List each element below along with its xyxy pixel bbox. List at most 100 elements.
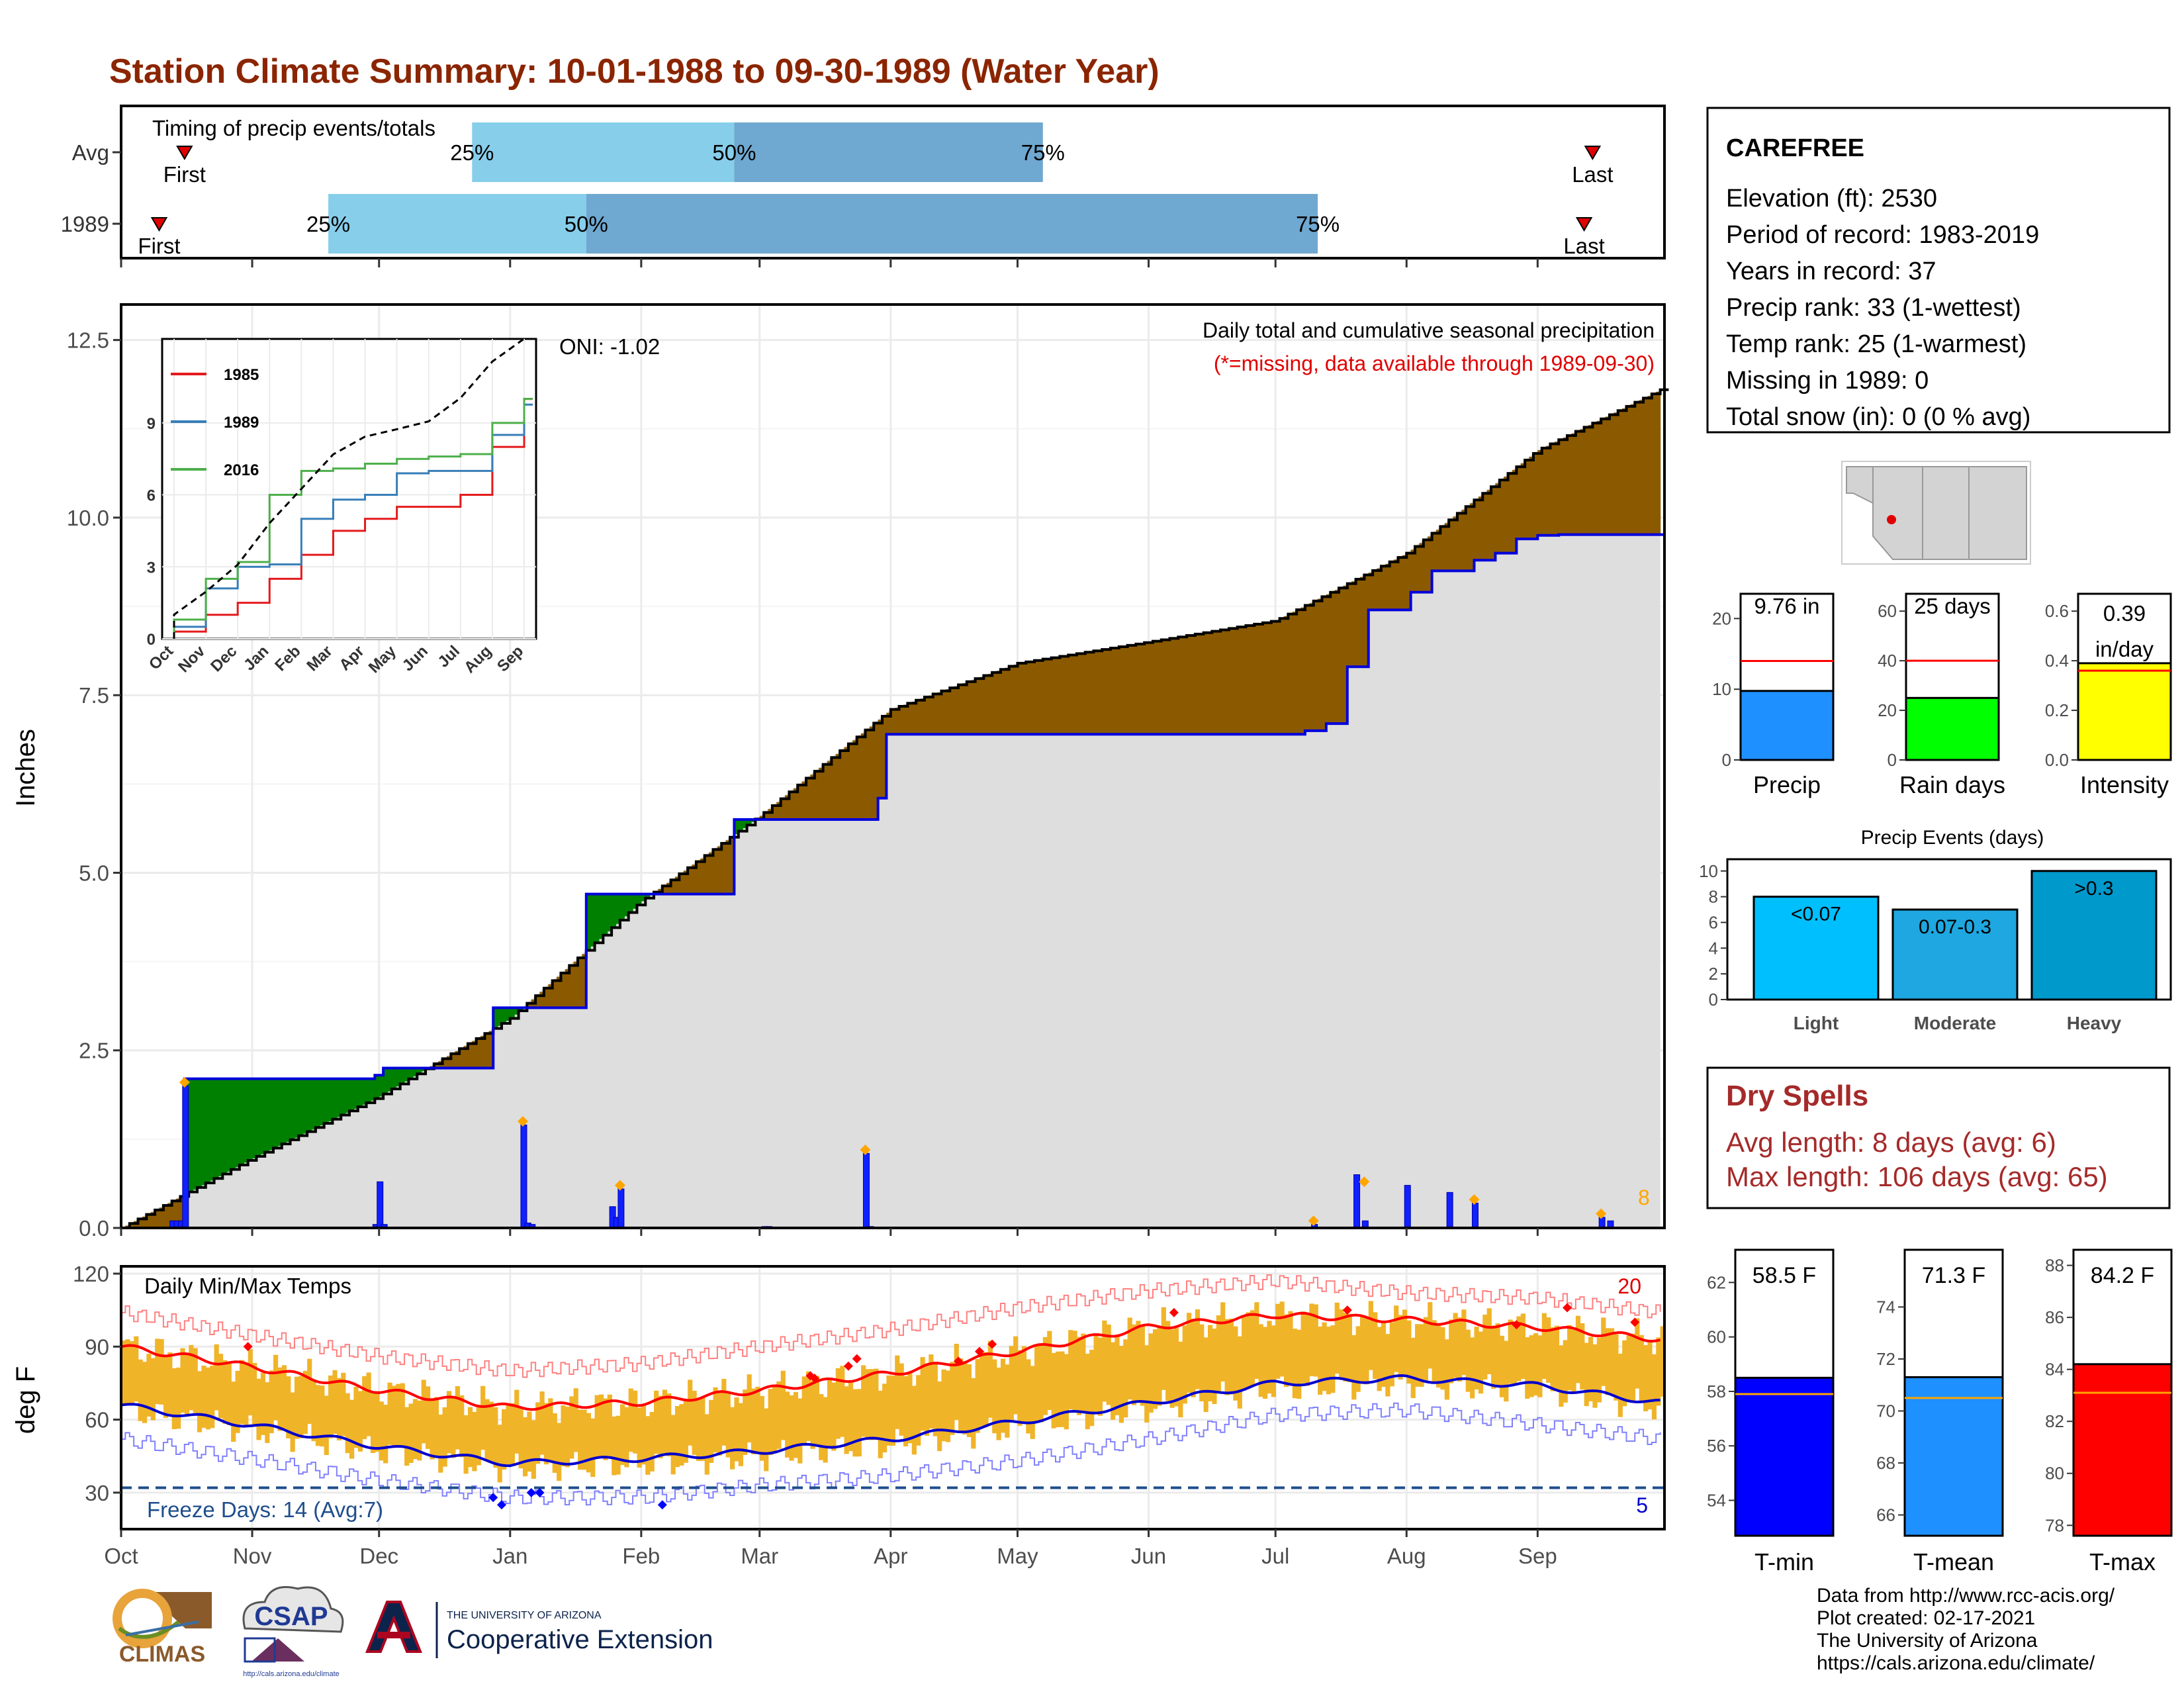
tmax-bar-tick-label: 88	[2045, 1256, 2064, 1276]
station-info-line: Years in record: 37	[1726, 258, 1936, 285]
deficit-area	[1533, 453, 1538, 539]
daily-temp-range	[1106, 1324, 1111, 1405]
deficit-area	[1258, 623, 1263, 735]
deficit-area	[1504, 477, 1509, 553]
daily-temp-range	[387, 1382, 392, 1445]
daily-temp-range	[1042, 1336, 1048, 1415]
daily-temp-range	[1499, 1335, 1505, 1397]
deficit-area	[907, 703, 913, 735]
daily-temp-range	[1152, 1329, 1158, 1409]
daily-temp-range	[1601, 1317, 1606, 1386]
daily-temp-range	[1529, 1335, 1534, 1397]
tmax-bar-tick-label: 82	[2045, 1411, 2064, 1431]
inset-series-line	[173, 403, 533, 639]
daily-temp-range	[412, 1399, 418, 1460]
daily-temp-range	[506, 1403, 511, 1465]
deficit-area	[1106, 649, 1111, 735]
deficit-area	[1592, 423, 1598, 535]
daily-temp-range	[1148, 1333, 1154, 1413]
temp-panel	[120, 1265, 1666, 1530]
tmean-bar-label: T-mean	[1913, 1548, 1994, 1575]
station-name: CAREFREE	[1726, 134, 1864, 162]
surplus-area	[502, 1008, 507, 1024]
daily-temp-range	[670, 1415, 676, 1475]
deficit-area	[814, 771, 819, 820]
deficit-area	[1630, 404, 1635, 535]
daily-temp-range	[1630, 1333, 1636, 1401]
daily-temp-range	[1423, 1317, 1429, 1382]
deficit-area	[1030, 661, 1035, 735]
surplus-area	[370, 1078, 375, 1101]
dry-spells-title: Dry Spells	[1726, 1080, 1868, 1112]
daily-temp-range	[362, 1376, 367, 1440]
events-tick-label: 10	[1699, 861, 1718, 881]
month-label: Aug	[1387, 1544, 1426, 1568]
daily-temp-range	[848, 1382, 854, 1452]
daily-temp-range	[543, 1403, 549, 1465]
deficit-area	[1440, 526, 1445, 571]
deficit-area	[1550, 444, 1555, 536]
daily-temp-range	[1461, 1309, 1467, 1376]
surplus-area	[265, 1078, 270, 1152]
daily-temp-range	[713, 1387, 718, 1453]
deficit-area	[455, 1051, 460, 1068]
daily-temp-range	[522, 1417, 528, 1477]
surplus-area	[362, 1078, 367, 1105]
extreme-precip-marker	[1359, 1176, 1370, 1188]
daily-temp-range	[1326, 1327, 1332, 1395]
daily-temp-range	[899, 1363, 904, 1436]
event-bar-label: >0.3	[2074, 878, 2113, 900]
daily-temp-range	[155, 1338, 160, 1405]
deficit-area	[1495, 483, 1500, 553]
deficit-area	[721, 843, 727, 894]
daily-temp-range	[1093, 1335, 1099, 1415]
extreme-precip-marker	[517, 1116, 528, 1127]
deficit-area	[827, 761, 832, 820]
deficit-area	[1220, 630, 1226, 735]
deficit-area	[1326, 594, 1331, 724]
deficit-area	[1169, 638, 1175, 735]
daily-temp-range	[320, 1385, 325, 1447]
deficit-area	[176, 1198, 181, 1228]
tmax-bar-value-bar	[2072, 1363, 2173, 1537]
deficit-area	[933, 694, 938, 735]
deficit-area	[1546, 445, 1551, 536]
surplus-area	[594, 894, 600, 943]
deficit-area	[1410, 549, 1416, 592]
dry-spells-box	[1706, 1066, 2171, 1209]
timing-first-marker	[150, 217, 168, 232]
deficit-area	[1055, 657, 1060, 735]
rain-days-summary-tick-label: 40	[1878, 651, 1897, 671]
record-low-marker	[526, 1487, 536, 1497]
surplus-area	[743, 819, 748, 829]
deficit-area	[713, 849, 718, 894]
deficit-area	[1647, 396, 1653, 535]
deficit-area	[1199, 633, 1205, 735]
daily-temp-range	[1318, 1326, 1323, 1395]
daily-temp-range	[493, 1407, 498, 1468]
daily-temp-range	[730, 1407, 735, 1470]
daily-temp-range	[1559, 1345, 1564, 1407]
extreme-precip-marker	[1596, 1208, 1607, 1219]
deficit-area	[1318, 598, 1323, 731]
event-category-label: Heavy	[2067, 1013, 2122, 1033]
deficit-area	[1034, 660, 1040, 735]
precip-y-tick-label: 2.5	[79, 1039, 109, 1063]
surplus-area	[298, 1078, 304, 1136]
daily-temp-range	[776, 1381, 782, 1449]
daily-temp-range	[979, 1351, 985, 1427]
deficit-area	[1596, 420, 1602, 535]
surplus-area	[734, 819, 739, 835]
events-tick-label: 2	[1709, 964, 1718, 984]
deficit-area	[1313, 600, 1318, 731]
deficit-area	[861, 733, 866, 820]
month-label: Jun	[1131, 1544, 1166, 1568]
deficit-area	[1144, 642, 1150, 735]
deficit-area	[1499, 480, 1504, 553]
surplus-area	[586, 894, 591, 951]
deficit-area	[1283, 616, 1289, 735]
daily-temp-range	[1212, 1329, 1217, 1405]
daily-temp-range	[1516, 1316, 1522, 1382]
surplus-area	[506, 1008, 511, 1021]
daily-temp-range	[353, 1386, 359, 1448]
